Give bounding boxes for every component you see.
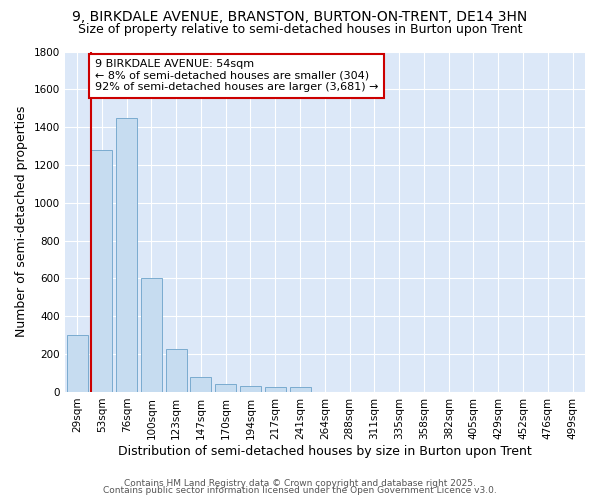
Bar [116, 118, 137, 392]
Bar [166, 350, 187, 392]
Bar [290, 387, 311, 392]
Bar [91, 150, 112, 392]
Bar [265, 387, 286, 392]
X-axis label: Distribution of semi-detached houses by size in Burton upon Trent: Distribution of semi-detached houses by … [118, 444, 532, 458]
Text: Contains HM Land Registry data © Crown copyright and database right 2025.: Contains HM Land Registry data © Crown c… [124, 478, 476, 488]
Text: 9, BIRKDALE AVENUE, BRANSTON, BURTON-ON-TRENT, DE14 3HN: 9, BIRKDALE AVENUE, BRANSTON, BURTON-ON-… [73, 10, 527, 24]
Bar [215, 384, 236, 392]
Bar [240, 386, 261, 392]
Y-axis label: Number of semi-detached properties: Number of semi-detached properties [15, 106, 28, 338]
Text: Contains public sector information licensed under the Open Government Licence v3: Contains public sector information licen… [103, 486, 497, 495]
Text: Size of property relative to semi-detached houses in Burton upon Trent: Size of property relative to semi-detach… [78, 22, 522, 36]
Text: 9 BIRKDALE AVENUE: 54sqm
← 8% of semi-detached houses are smaller (304)
92% of s: 9 BIRKDALE AVENUE: 54sqm ← 8% of semi-de… [95, 59, 379, 92]
Bar [190, 377, 211, 392]
Bar [141, 278, 162, 392]
Bar [67, 335, 88, 392]
